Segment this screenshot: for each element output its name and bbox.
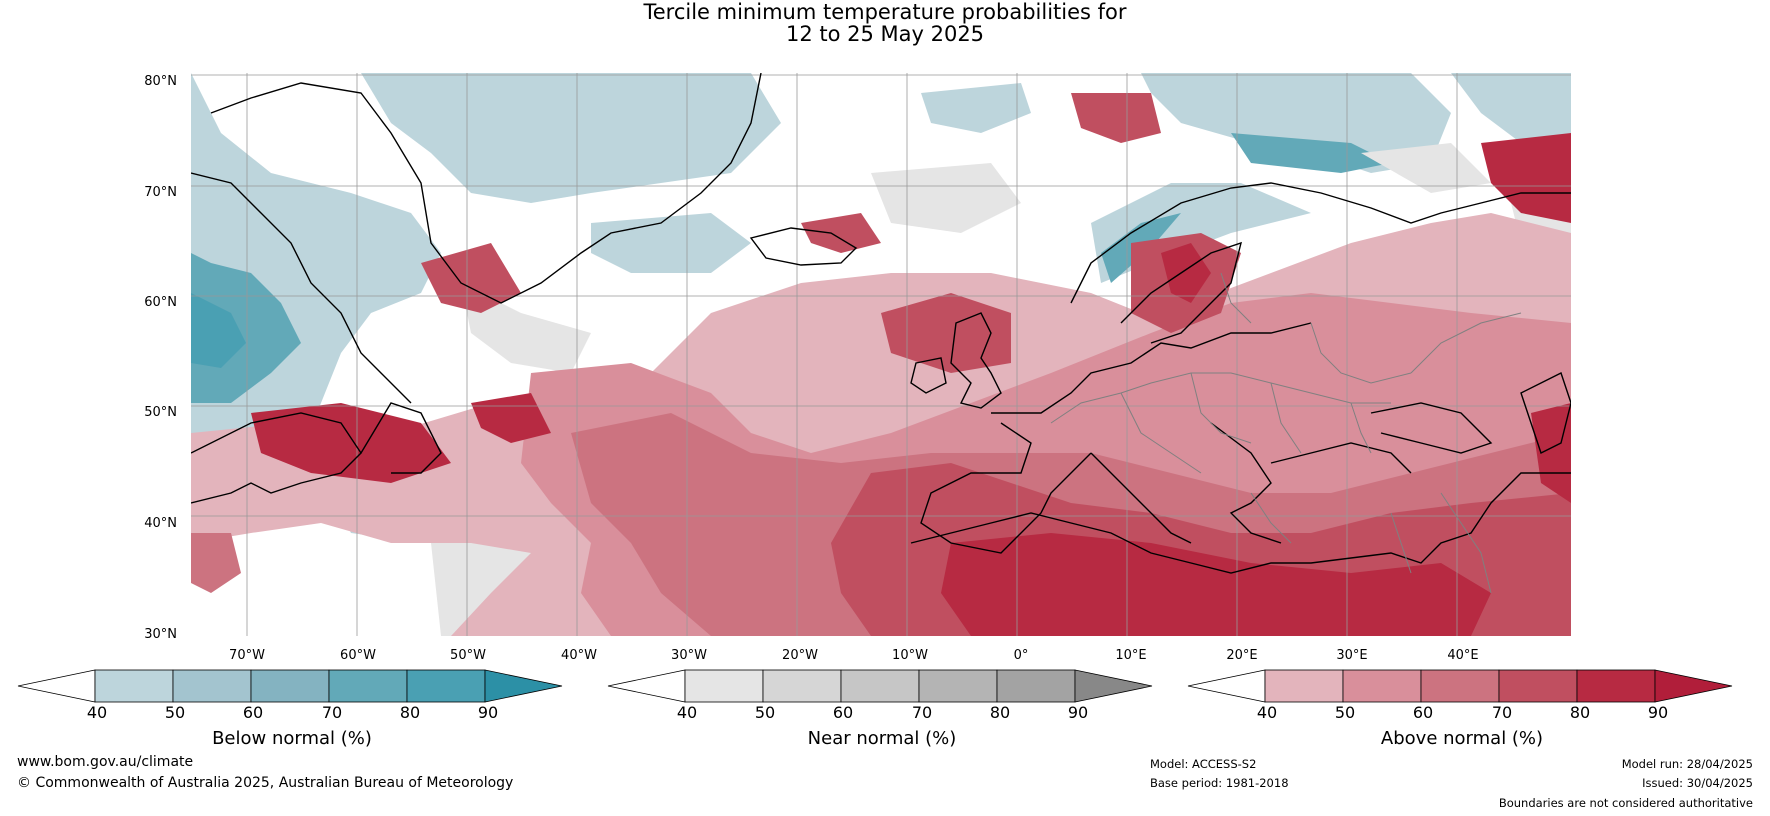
coastlines <box>191 73 1571 574</box>
cbar0-tick-40: 40 <box>86 703 108 722</box>
colorbar-segment <box>840 669 920 703</box>
colorbar-segment <box>1342 669 1422 703</box>
map-title-line2: 12 to 25 May 2025 <box>785 22 985 46</box>
lat-label-40n: 40°N <box>144 516 177 531</box>
colorbar-segment <box>250 669 330 703</box>
lon-label-40w: 40°W <box>561 648 597 663</box>
colorbar-above-normal <box>1187 668 1737 704</box>
colorbar-extend-high <box>484 669 563 703</box>
footer-copyright: © Commonwealth of Australia 2025, Austra… <box>17 775 514 791</box>
colorbar-extend-low <box>607 669 686 703</box>
colorbar-segment <box>1498 669 1578 703</box>
cbar0-tick-80: 80 <box>399 703 421 722</box>
cbar2-tick-80: 80 <box>1569 703 1591 722</box>
footer-disclaimer: Boundaries are not considered authoritat… <box>1498 796 1753 810</box>
cbar1-tick-40: 40 <box>676 703 698 722</box>
colorbar-segment <box>996 669 1076 703</box>
footer-base-period: Base period: 1981-2018 <box>1150 776 1289 790</box>
colorbar-extend-high <box>1654 669 1733 703</box>
lon-label-30w: 30°W <box>671 648 707 663</box>
colorbar-segment <box>172 669 252 703</box>
footer-model-run: Model run: 28/04/2025 <box>1621 757 1753 771</box>
colorbar-below-normal <box>17 668 567 704</box>
lat-label-70n: 70°N <box>144 185 177 200</box>
cbar0-tick-70: 70 <box>321 703 343 722</box>
cbar1-tick-90: 90 <box>1067 703 1089 722</box>
cbar2-tick-50: 50 <box>1334 703 1356 722</box>
colorbar-near-normal <box>607 668 1157 704</box>
cbar0-tick-50: 50 <box>164 703 186 722</box>
colorbar-extend-low <box>1187 669 1266 703</box>
lon-label-20e: 20°E <box>1226 648 1258 663</box>
above-normal-areas <box>191 93 1571 636</box>
lat-label-80n: 80°N <box>144 74 177 89</box>
cbar0-tick-60: 60 <box>242 703 264 722</box>
colorbar-extend-low <box>17 669 96 703</box>
cbar2-tick-90: 90 <box>1647 703 1669 722</box>
colorbar-title-below: Below normal (%) <box>212 728 372 749</box>
lon-label-10e: 10°E <box>1115 648 1147 663</box>
lon-label-40e: 40°E <box>1447 648 1479 663</box>
cbar1-tick-60: 60 <box>832 703 854 722</box>
borders <box>1050 272 1522 594</box>
colorbar-segment <box>918 669 998 703</box>
colorbar-title-above: Above normal (%) <box>1380 728 1544 749</box>
footer-issued: Issued: 30/04/2025 <box>1642 776 1753 790</box>
colorbar-segment <box>1264 669 1344 703</box>
colorbar-segment <box>94 669 174 703</box>
cbar1-tick-50: 50 <box>754 703 776 722</box>
lon-label-70w: 70°W <box>229 648 265 663</box>
colorbar-segment <box>328 669 408 703</box>
colorbar-title-near: Near normal (%) <box>807 728 957 749</box>
grid-lines <box>191 73 1571 636</box>
colorbar-extend-high <box>1074 669 1153 703</box>
cbar1-tick-70: 70 <box>911 703 933 722</box>
colorbar-segment <box>1420 669 1500 703</box>
lon-label-20w: 20°W <box>782 648 818 663</box>
lat-label-60n: 60°N <box>144 295 177 310</box>
cbar2-tick-60: 60 <box>1412 703 1434 722</box>
colorbar-segment <box>1576 669 1656 703</box>
lat-label-50n: 50°N <box>144 405 177 420</box>
colorbar-segment <box>406 669 486 703</box>
lat-label-30n: 30°N <box>144 627 177 642</box>
colorbar-segment <box>684 669 764 703</box>
lon-label-0: 0° <box>1013 648 1029 663</box>
lon-label-50w: 50°W <box>450 648 486 663</box>
probability-map <box>191 73 1571 636</box>
cbar0-tick-90: 90 <box>477 703 499 722</box>
footer-model: Model: ACCESS-S2 <box>1150 757 1257 771</box>
map-title-line1: Tercile minimum temperature probabilitie… <box>643 0 1127 24</box>
lon-label-60w: 60°W <box>340 648 376 663</box>
lon-label-30e: 30°E <box>1336 648 1368 663</box>
cbar2-tick-40: 40 <box>1256 703 1278 722</box>
footer-website: www.bom.gov.au/climate <box>17 754 194 770</box>
cbar2-tick-70: 70 <box>1491 703 1513 722</box>
colorbar-segment <box>762 669 842 703</box>
cbar1-tick-80: 80 <box>989 703 1011 722</box>
lon-label-10w: 10°W <box>892 648 928 663</box>
